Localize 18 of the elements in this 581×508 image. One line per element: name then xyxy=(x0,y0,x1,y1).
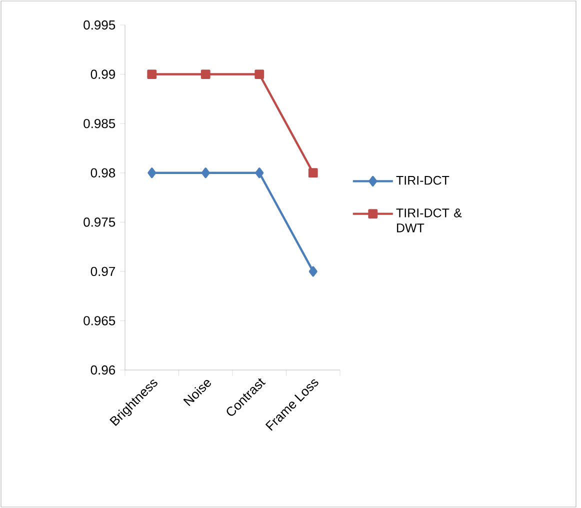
point xyxy=(201,168,210,178)
point xyxy=(308,266,318,277)
y-tick-label: 0.98 xyxy=(90,168,116,178)
y-tick-label: 0.96 xyxy=(90,365,116,375)
point xyxy=(254,70,264,79)
point xyxy=(147,70,157,79)
y-tick-label: 0.995 xyxy=(84,20,116,30)
y-tick-label: 0.97 xyxy=(90,266,115,276)
y-tick-label: 0.985 xyxy=(84,118,116,128)
point xyxy=(200,70,210,79)
point xyxy=(308,168,318,178)
point xyxy=(148,168,156,178)
y-tick-label: 0.975 xyxy=(84,218,116,227)
legend-label: TIRI-DCT xyxy=(396,176,450,185)
point xyxy=(255,168,264,178)
y-tick-label: 0.99 xyxy=(90,70,116,79)
y-tick-label: 0.965 xyxy=(84,316,116,326)
legend-label: TIRI-DCT & DWT xyxy=(396,208,462,232)
